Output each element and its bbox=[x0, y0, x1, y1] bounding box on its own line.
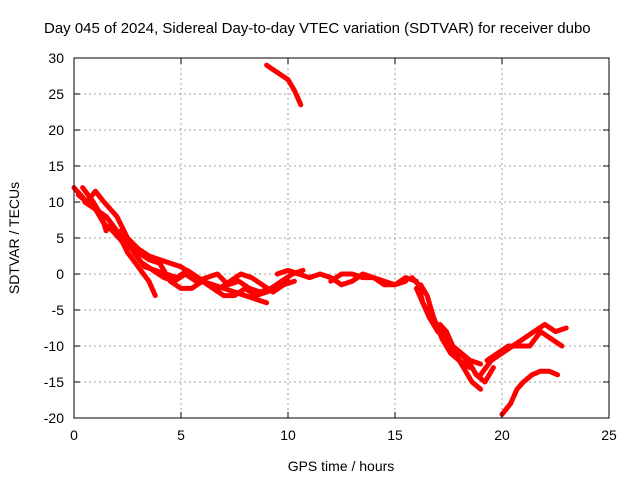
series-track-11 bbox=[413, 285, 484, 392]
series-track-8 bbox=[274, 267, 409, 288]
x-tick-label: 10 bbox=[280, 427, 296, 443]
y-tick-label: -20 bbox=[44, 410, 64, 426]
x-tick-label: 5 bbox=[177, 427, 185, 443]
series-track-15 bbox=[484, 329, 565, 363]
series-track-4 bbox=[80, 185, 109, 234]
y-tick-label: 25 bbox=[48, 86, 64, 102]
series-track-13 bbox=[437, 321, 484, 367]
x-tick-label: 20 bbox=[494, 427, 510, 443]
series-track-1 bbox=[71, 185, 270, 306]
y-tick-label: -10 bbox=[44, 338, 64, 354]
x-tick-label: 25 bbox=[601, 427, 617, 443]
series-layer bbox=[71, 62, 569, 417]
y-tick-label: -15 bbox=[44, 374, 64, 390]
chart-title: Day 045 of 2024, Sidereal Day-to-day VTE… bbox=[44, 20, 591, 37]
series-track-7 bbox=[264, 62, 304, 108]
y-tick-label: -5 bbox=[52, 302, 65, 318]
x-axis: 0 5 10 15 20 25 bbox=[70, 58, 617, 443]
x-tick-label: 15 bbox=[387, 427, 403, 443]
series-track-16 bbox=[499, 368, 561, 417]
y-tick-label: 0 bbox=[56, 266, 64, 282]
grid bbox=[74, 58, 609, 418]
y-axis-label: SDTVAR / TECUs bbox=[6, 182, 22, 294]
series-track-3 bbox=[82, 199, 158, 299]
y-tick-label: 5 bbox=[56, 230, 64, 246]
x-tick-label: 0 bbox=[70, 427, 78, 443]
y-tick-label: 15 bbox=[48, 158, 64, 174]
y-tick-label: 20 bbox=[48, 122, 64, 138]
series-track-9 bbox=[328, 271, 419, 288]
y-tick-label: 10 bbox=[48, 194, 64, 210]
series-track-6 bbox=[140, 260, 306, 295]
y-tick-label: 30 bbox=[48, 50, 64, 66]
y-axis: -20 -15 -10 -5 0 5 10 15 20 25 30 bbox=[44, 50, 609, 426]
x-axis-label: GPS time / hours bbox=[288, 458, 395, 474]
series-track-12 bbox=[418, 282, 473, 371]
